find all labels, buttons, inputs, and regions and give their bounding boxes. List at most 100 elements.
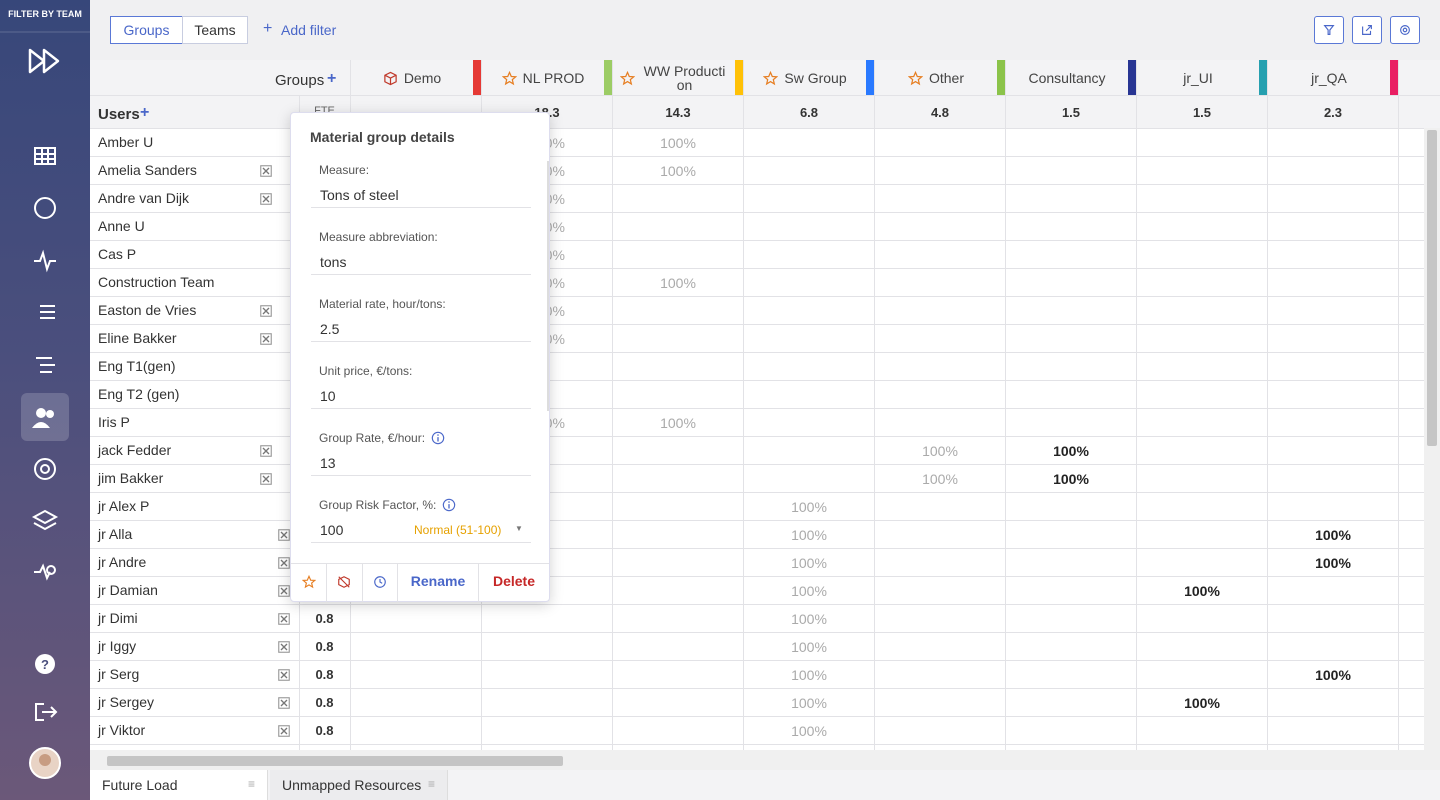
user-name[interactable]: Amber U: [98, 134, 154, 150]
rename-button[interactable]: Rename: [410, 573, 466, 589]
remove-user[interactable]: [260, 192, 272, 205]
user-name[interactable]: jim Bakker: [98, 470, 164, 486]
group-icon: [501, 70, 517, 86]
user-name[interactable]: Andre van Dijk: [98, 190, 190, 206]
field-value[interactable]: 100: [320, 522, 344, 538]
user-name[interactable]: Eng T2 (gen): [98, 386, 180, 402]
cell: 100%: [1315, 667, 1351, 683]
field-label: Measure abbreviation:: [319, 230, 438, 244]
group-icon: [383, 71, 398, 86]
group-name: Consultancy: [1028, 70, 1106, 86]
info-icon[interactable]: [431, 431, 445, 445]
remove-user[interactable]: [278, 528, 290, 541]
cell: 100%: [791, 723, 827, 739]
user-name[interactable]: Cas P: [98, 246, 137, 262]
remove-user[interactable]: [260, 332, 272, 345]
user-name[interactable]: jack Fedder: [98, 442, 172, 458]
remove-user[interactable]: [278, 668, 290, 681]
field-value[interactable]: 13: [320, 455, 336, 471]
remove-user[interactable]: [278, 696, 290, 709]
remove-user[interactable]: [278, 584, 290, 597]
user-name[interactable]: Eng T1(gen): [98, 358, 176, 374]
hline: [90, 548, 1440, 549]
remove-user[interactable]: [278, 612, 290, 625]
users-label: Users: [98, 106, 140, 123]
action-divider: [362, 564, 363, 602]
remove-user[interactable]: [278, 556, 290, 569]
action-icon[interactable]: [301, 574, 317, 589]
field-underline: [311, 341, 531, 342]
group-header[interactable]: WW Production: [613, 62, 735, 94]
remove-user[interactable]: [260, 164, 272, 177]
hline: [90, 240, 1440, 241]
field-value[interactable]: 10: [320, 388, 336, 404]
user-name[interactable]: jr Serg: [98, 666, 140, 682]
cell: 100%: [1184, 695, 1220, 711]
user-name[interactable]: jr Damian: [98, 582, 158, 598]
add-group[interactable]: +: [327, 70, 337, 87]
user-fte: 0.8: [315, 723, 334, 738]
group-header[interactable]: jr_QA: [1268, 62, 1390, 94]
svg-text:?: ?: [41, 657, 49, 672]
action-divider: [397, 564, 398, 602]
risk-select[interactable]: Normal (51-100): [414, 523, 502, 537]
toolbar: Groups Teams + Add filter: [90, 0, 1440, 60]
user-name[interactable]: jr Dimi: [98, 610, 138, 626]
user-name[interactable]: Easton de Vries: [98, 302, 197, 318]
user-name[interactable]: Eline Bakker: [98, 330, 177, 346]
group-header[interactable]: NL PROD: [482, 62, 604, 94]
hline: [90, 95, 1440, 96]
toolbar-button[interactable]: [1314, 16, 1344, 44]
toolbar-button[interactable]: [1352, 16, 1382, 44]
add-user[interactable]: +: [140, 104, 150, 121]
sidebar: FILTER BY TEAM ?: [0, 0, 90, 800]
field-value[interactable]: 2.5: [320, 321, 340, 337]
group-header[interactable]: Consultancy: [1006, 62, 1128, 94]
bottom-tab[interactable]: Future Load ≡: [90, 770, 268, 800]
remove-user[interactable]: [260, 304, 272, 317]
hline: [90, 128, 1440, 129]
tab[interactable]: Teams: [182, 16, 248, 44]
user-name[interactable]: Iris P: [98, 414, 130, 430]
user-name[interactable]: jr Iggy: [98, 638, 137, 654]
tab[interactable]: Groups: [110, 16, 183, 44]
user-name[interactable]: jr Alla: [98, 526, 133, 542]
group-header[interactable]: Demo: [351, 62, 473, 94]
info-icon[interactable]: [442, 498, 456, 512]
user-name[interactable]: Construction Team: [98, 274, 215, 290]
h-scroll-thumb[interactable]: [107, 756, 563, 766]
field-underline: [311, 542, 531, 543]
user-name[interactable]: Anne U: [98, 218, 145, 234]
remove-user[interactable]: [260, 472, 272, 485]
add-filter-icon: +: [263, 20, 273, 37]
user-name[interactable]: jr Andre: [98, 554, 147, 570]
add-filter[interactable]: Add filter: [281, 22, 337, 38]
user-name[interactable]: jr Viktor: [98, 722, 146, 738]
remove-user[interactable]: [278, 640, 290, 653]
group-header[interactable]: Other: [875, 62, 997, 94]
remove-user[interactable]: [278, 724, 290, 737]
group-header[interactable]: jr_UI: [1137, 62, 1259, 94]
bottom-tab[interactable]: Unmapped Resources ≡: [270, 770, 448, 800]
toolbar-button[interactable]: [1390, 16, 1420, 44]
hline: [90, 436, 1440, 437]
delete-button[interactable]: Delete: [492, 573, 536, 589]
field-value[interactable]: Tons of steel: [320, 187, 399, 203]
user-name[interactable]: jr Alex P: [98, 498, 150, 514]
field-value[interactable]: tons: [320, 254, 347, 270]
user-name[interactable]: jr Sergey: [98, 694, 155, 710]
cell: 100%: [791, 639, 827, 655]
action-icon[interactable]: [337, 575, 351, 589]
action-icon[interactable]: [373, 575, 387, 589]
group-header[interactable]: Sw Group: [744, 62, 866, 94]
hline: [90, 408, 1440, 409]
group-fte: 1.5: [1192, 105, 1212, 120]
cell: 100%: [660, 163, 696, 179]
cell: 100%: [660, 275, 696, 291]
cell: 100%: [791, 611, 827, 627]
scroll-thumb[interactable]: [1427, 130, 1437, 446]
remove-user[interactable]: [260, 444, 272, 457]
hline: [90, 660, 1440, 661]
user-name[interactable]: Amelia Sanders: [98, 162, 197, 178]
